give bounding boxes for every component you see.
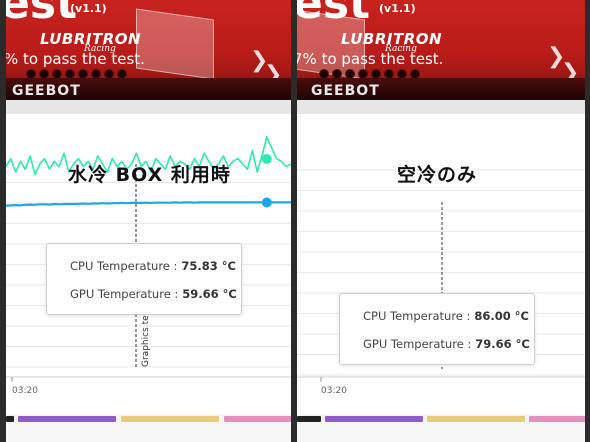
chart-title: 水冷 BOX 利用時 (68, 164, 231, 186)
tooltip-row-gpu: GPU Temperature : 59.66 °C (61, 280, 237, 308)
logo-text: LUBRITRON (40, 30, 142, 48)
legend-bar (121, 416, 219, 422)
x-tick-label: 03:20 (12, 386, 38, 396)
tooltip: CPU Temperature : 86.00 °C GPU Temperatu… (339, 293, 535, 365)
annotation-label: Graphics test (141, 307, 151, 367)
tooltip-gpu-label: GPU Temperature : (363, 337, 472, 351)
tooltip-row-cpu: CPU Temperature : 75.83 °C (61, 252, 236, 280)
legend-bar (297, 416, 321, 422)
legend-bar (529, 416, 585, 422)
tooltip-gpu-label: GPU Temperature : (70, 287, 179, 301)
tooltip-row-cpu: CPU Temperature : 86.00 °C (354, 302, 529, 330)
legend-bar (224, 416, 291, 422)
chart-title: 空冷のみ (397, 164, 478, 186)
logo: LUBRITRON (341, 26, 442, 54)
legend-bar (325, 416, 423, 422)
banner: LUBRITRON Racing ❯ ❯ GEEBOT est (v1.1) %… (6, 0, 291, 100)
vents (319, 64, 423, 79)
cpu-highlight-point (261, 154, 272, 165)
chevron-icon: ❯ (250, 48, 269, 73)
banner: LUBRITRON Racing ❯ ❯ GEEBOT est (v1.1) 7… (297, 0, 585, 100)
logo: LUBRITRON (40, 26, 141, 54)
logo-text: LUBRITRON (341, 30, 443, 48)
chart-background (297, 114, 585, 414)
vents (26, 64, 130, 79)
separator (297, 100, 585, 114)
tooltip-gpu-value: 59.66 °C (182, 287, 237, 301)
racing-mark: Racing (385, 44, 417, 54)
racing-mark: Racing (84, 44, 116, 54)
separator (6, 100, 291, 114)
chevron-icon: ❯ (547, 44, 566, 69)
wing-decoration (136, 8, 214, 80)
right-panel: LUBRITRON Racing ❯ ❯ GEEBOT est (v1.1) 7… (297, 0, 585, 442)
test-title: est (6, 0, 78, 29)
pass-text: % to pass the test. (6, 50, 145, 68)
gpu-highlight-point (261, 197, 272, 208)
legend-bar (427, 416, 525, 422)
test-title: est (297, 0, 371, 29)
version-label: (v1.1) (379, 2, 416, 15)
pass-text: 7% to pass the test. (297, 50, 444, 68)
temperature-chart (297, 114, 585, 414)
banner-stripe (297, 78, 585, 100)
legend-bar (18, 416, 116, 422)
tooltip-cpu-value: 75.83 °C (181, 259, 236, 273)
legend-bar (6, 416, 14, 422)
tooltip-gpu-value: 79.66 °C (475, 337, 530, 351)
version-label: (v1.1) (70, 2, 107, 15)
left-panel: LUBRITRON Racing ❯ ❯ GEEBOT est (v1.1) %… (6, 0, 291, 442)
tooltip: CPU Temperature : 75.83 °C GPU Temperatu… (46, 243, 242, 315)
tooltip-cpu-value: 86.00 °C (474, 309, 529, 323)
tooltip-cpu-label: CPU Temperature : (70, 259, 178, 273)
cpu-series-line (6, 136, 291, 176)
banner-bottom-text: GEEBOT (12, 83, 81, 99)
banner-bottom-text: GEEBOT (311, 83, 380, 99)
x-tick-label: 03:20 (321, 386, 347, 396)
tooltip-row-gpu: GPU Temperature : 79.66 °C (354, 330, 530, 358)
gpu-series-line (6, 201, 291, 207)
tooltip-cpu-label: CPU Temperature : (363, 309, 471, 323)
banner-stripe (6, 78, 291, 100)
